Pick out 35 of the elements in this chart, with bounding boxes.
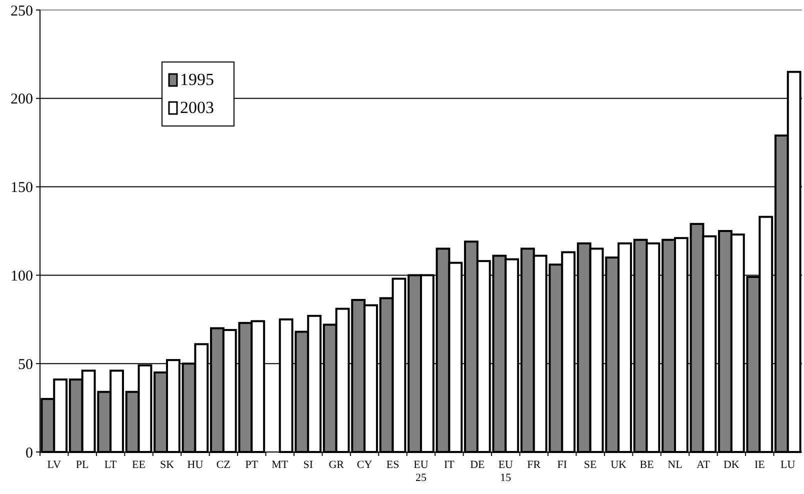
x-tick-label: AT bbox=[696, 459, 710, 471]
x-tick-label: NL bbox=[668, 459, 683, 471]
x-tick-label: IT bbox=[444, 459, 455, 471]
x-tick-label: SK bbox=[160, 459, 174, 471]
x-tick-label: BE bbox=[640, 459, 654, 471]
x-tick-label: DE bbox=[470, 459, 486, 471]
x-tick-label: EU 25 bbox=[414, 459, 428, 484]
x-tick-label: EE bbox=[132, 459, 146, 471]
y-tick-label: 0 bbox=[26, 445, 33, 462]
x-tick-label: GR bbox=[328, 459, 345, 471]
x-tick-label: FR bbox=[527, 459, 542, 471]
x-tick-label: ES bbox=[386, 459, 400, 471]
x-tick-label: CZ bbox=[216, 459, 231, 471]
x-tick-label: UK bbox=[610, 459, 627, 471]
x-tick-label: DK bbox=[724, 459, 740, 471]
x-tick-label: LT bbox=[104, 459, 118, 471]
y-tick-label: 250 bbox=[10, 3, 33, 20]
legend-label: 2003 bbox=[180, 98, 214, 117]
x-tick-label: PT bbox=[245, 459, 258, 471]
x-tick-label: PL bbox=[76, 459, 90, 471]
x-tick-label: LV bbox=[47, 459, 61, 471]
x-tick-label: LU bbox=[780, 459, 796, 471]
x-tick-label: SI bbox=[303, 459, 314, 471]
x-tick-label: FI bbox=[557, 459, 568, 471]
x-tick-label: EU 15 bbox=[498, 459, 514, 484]
x-tick-label: IE bbox=[754, 459, 766, 471]
y-tick-label: 200 bbox=[10, 92, 33, 108]
x-tick-label: HU bbox=[187, 459, 204, 471]
y-tick-label: 150 bbox=[10, 180, 33, 196]
y-tick-label: 100 bbox=[10, 268, 33, 284]
x-tick-label: CY bbox=[356, 459, 372, 471]
x-tick-label: MT bbox=[272, 459, 288, 471]
y-tick-label: 50 bbox=[18, 356, 33, 373]
legend-label: 1995 bbox=[180, 70, 214, 89]
x-tick-label: SE bbox=[584, 459, 598, 471]
